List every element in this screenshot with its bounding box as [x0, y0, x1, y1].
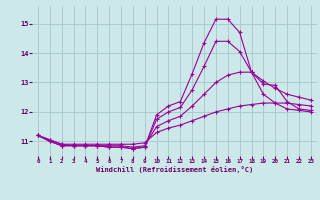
X-axis label: Windchill (Refroidissement éolien,°C): Windchill (Refroidissement éolien,°C)	[96, 166, 253, 173]
